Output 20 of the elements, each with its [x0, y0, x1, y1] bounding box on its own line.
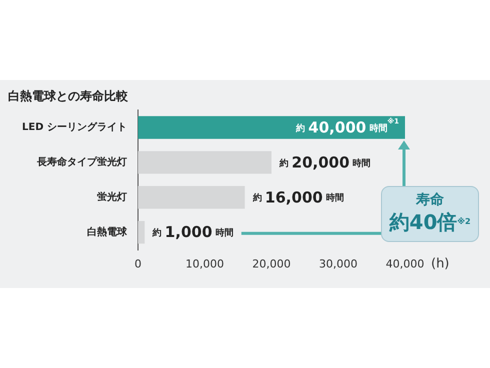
- x-tick-label: 10,000: [186, 257, 224, 270]
- bar: [138, 116, 405, 139]
- x-tick-label: 0: [134, 257, 142, 270]
- annotation: 約40倍$^{※2}$: [388, 209, 472, 235]
- bar: [138, 151, 272, 174]
- y-tick-label: 白熱電球: [87, 226, 128, 238]
- data-label: 約 20,000 時間: [278, 153, 371, 172]
- callout-box: 寿命 約40倍$^{※2}$: [381, 186, 479, 242]
- data-label: 約 16,000 時間: [252, 188, 344, 206]
- data-label: 約 1,000 時間: [152, 223, 234, 242]
- x-tick-label: 20,000: [252, 257, 291, 270]
- chart-title: 白熱電球との寿命比較: [8, 88, 128, 105]
- x-axis-title: (h): [431, 256, 450, 272]
- y-tick-label: 蛍光灯: [97, 190, 127, 203]
- x-tick-label: 30,000: [319, 257, 358, 270]
- bar: [138, 186, 245, 209]
- y-tick-label: 長寿命タイプ蛍光灯: [36, 156, 127, 168]
- y-tick-label: LED シーリングライト: [22, 121, 127, 134]
- bar: [138, 220, 145, 244]
- x-tick-label: 40,000: [386, 257, 424, 270]
